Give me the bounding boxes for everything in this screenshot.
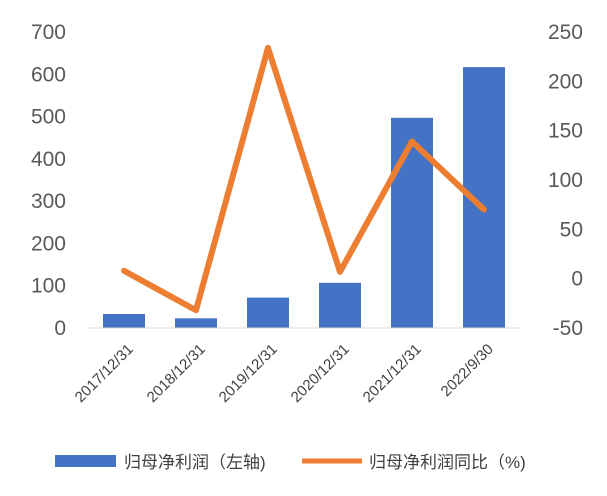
- left-tick-label: 400: [31, 148, 66, 171]
- x-tick-label: 2021/12/31: [360, 341, 425, 406]
- x-tick-label: 2022/9/30: [438, 341, 497, 400]
- right-tick-label: 200: [548, 70, 583, 93]
- legend-bar-swatch: [55, 455, 116, 467]
- bar-2021/12/31: [391, 117, 433, 328]
- x-tick-label: 2018/12/31: [144, 341, 209, 406]
- x-tick-label: 2020/12/31: [288, 341, 353, 406]
- right-tick-label: -50: [553, 317, 583, 340]
- right-tick-label: 100: [548, 169, 583, 192]
- line-layer: [121, 44, 487, 314]
- left-tick-label: 100: [31, 275, 66, 298]
- left-tick-label: 500: [31, 106, 66, 129]
- bar-2018/12/31: [175, 318, 217, 328]
- bars-layer: [103, 67, 505, 328]
- right-tick-label: 50: [560, 218, 583, 241]
- left-tick-label: 0: [54, 317, 66, 340]
- right-tick-label: 250: [548, 21, 583, 44]
- right-tick-label: 0: [571, 268, 583, 291]
- left-tick-label: 300: [31, 190, 66, 213]
- x-tick-label: 2019/12/31: [216, 341, 281, 406]
- left-tick-label: 600: [31, 63, 66, 86]
- right-axis-ticks: -50 0 50 100 150 200 250: [548, 21, 583, 340]
- bar-2020/12/31: [319, 282, 361, 328]
- legend: 归母净利润（左轴) 归母净利润同比（%): [55, 453, 526, 472]
- right-tick-label: 150: [548, 120, 583, 143]
- growth-line: [121, 44, 487, 314]
- bar-2019/12/31: [247, 297, 289, 328]
- left-tick-label: 700: [31, 21, 66, 44]
- legend-bar-label: 归母净利润（左轴): [124, 453, 266, 472]
- x-axis-ticks: 2017/12/31 2018/12/31 2019/12/31 2020/12/31…: [72, 341, 497, 406]
- left-axis-ticks: 0 100 200 300 400 500 600 700: [31, 21, 66, 340]
- left-tick-label: 200: [31, 232, 66, 255]
- legend-line-label: 归母净利润同比（%): [369, 453, 526, 472]
- x-tick-label: 2017/12/31: [72, 341, 137, 406]
- bar-2017/12/31: [103, 314, 145, 328]
